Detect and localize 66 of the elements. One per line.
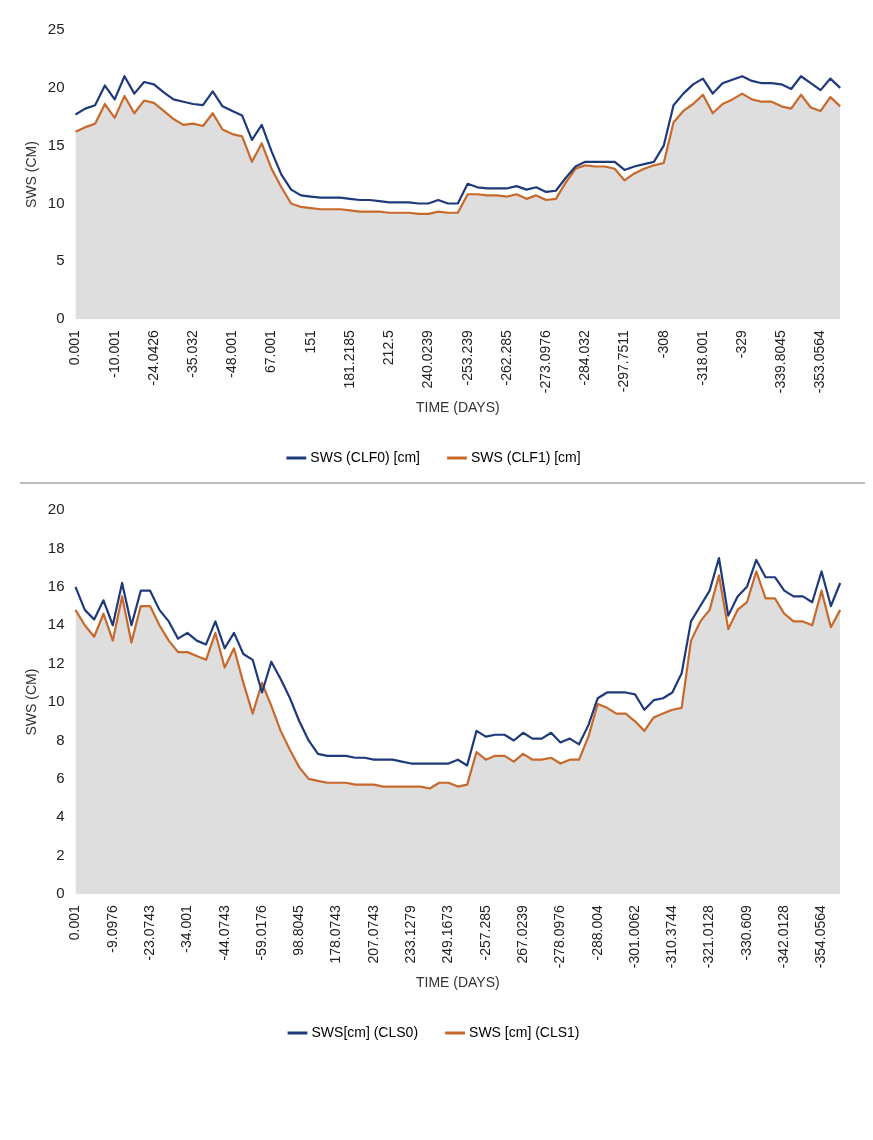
x-tick-label: -278.0976 — [551, 904, 568, 969]
y-tick-label: 20 — [47, 77, 65, 95]
x-tick-label: 267.0239 — [513, 904, 530, 964]
x-tick-label: 178.0743 — [327, 904, 344, 964]
x-tick-label: 98.8045 — [290, 904, 307, 956]
y-tick-label: 25 — [47, 20, 65, 38]
y-tick-label: 4 — [56, 807, 65, 825]
x-tick-label: -353.0564 — [811, 329, 828, 394]
x-tick-label: -253.239 — [458, 329, 475, 386]
x-tick-label: 67.001 — [262, 329, 279, 373]
x-tick-label: -342.0128 — [775, 904, 792, 969]
legend-label: SWS [cm] (CLS1) — [469, 1023, 580, 1040]
y-tick-label: 2 — [56, 845, 65, 863]
y-tick-label: 16 — [47, 576, 65, 594]
x-tick-label: 0.001 — [66, 329, 83, 366]
x-tick-label: 181.2185 — [340, 329, 357, 389]
legend-label: SWS (CLF1) [cm] — [471, 448, 581, 465]
y-tick-label: 0 — [56, 309, 65, 327]
x-axis-title: TIME (DAYS) — [415, 974, 500, 991]
x-tick-label: 212.5 — [380, 329, 397, 366]
x-tick-label: 151 — [301, 329, 318, 354]
y-tick-label: 20 — [47, 500, 65, 518]
y-tick-label: 18 — [47, 538, 65, 556]
x-tick-label: -48.001 — [223, 329, 240, 378]
x-tick-label: -59.0176 — [252, 904, 269, 961]
x-tick-label: -35.032 — [183, 329, 200, 378]
legend-label: SWS (CLF0) [cm] — [310, 448, 420, 465]
x-tick-label: -273.0976 — [536, 329, 553, 394]
x-tick-label: 240.0239 — [419, 329, 436, 389]
x-tick-label: -329 — [733, 329, 750, 359]
y-tick-label: 0 — [56, 884, 65, 902]
y-axis-title: SWS (CM) — [23, 141, 40, 209]
x-axis-title: TIME (DAYS) — [415, 399, 500, 416]
x-tick-label: -318.001 — [693, 329, 710, 386]
legend-label: SWS[cm] (CLS0) — [311, 1023, 419, 1040]
x-tick-label: 0.001 — [66, 904, 83, 941]
y-tick-label: 5 — [56, 251, 65, 269]
x-tick-label: -10.001 — [105, 329, 122, 378]
x-tick-label: -339.8045 — [772, 329, 789, 394]
x-tick-label: -24.0426 — [144, 329, 161, 386]
y-tick-label: 10 — [47, 193, 65, 211]
x-tick-label: -257.285 — [476, 904, 493, 961]
y-tick-label: 6 — [56, 769, 65, 787]
y-tick-label: 10 — [47, 692, 65, 710]
x-tick-label: -288.004 — [588, 904, 605, 961]
x-tick-label: 233.1279 — [402, 904, 419, 964]
y-tick-label: 12 — [47, 653, 65, 671]
x-tick-label: -308 — [654, 329, 671, 359]
x-tick-label: -262.285 — [497, 329, 514, 386]
x-tick-label: -284.032 — [576, 329, 593, 386]
x-tick-label: -34.001 — [178, 904, 195, 953]
x-tick-label: -330.609 — [737, 904, 754, 961]
x-tick-label: -297.7511 — [615, 329, 632, 393]
x-tick-label: -354.0564 — [812, 904, 829, 969]
x-tick-label: -9.0976 — [103, 904, 120, 953]
x-tick-label: 249.1673 — [439, 904, 456, 964]
x-tick-label: -301.0062 — [625, 904, 642, 969]
y-axis-title: SWS (CM) — [23, 668, 40, 736]
x-tick-label: -44.0743 — [215, 904, 232, 961]
x-tick-label: -321.0128 — [700, 904, 717, 969]
x-tick-label: -310.3744 — [663, 904, 680, 969]
y-tick-label: 8 — [56, 730, 65, 748]
x-tick-label: -23.0743 — [140, 904, 157, 961]
y-tick-label: 15 — [47, 135, 65, 153]
x-tick-label: 207.0743 — [364, 904, 381, 964]
y-tick-label: 14 — [47, 615, 65, 633]
